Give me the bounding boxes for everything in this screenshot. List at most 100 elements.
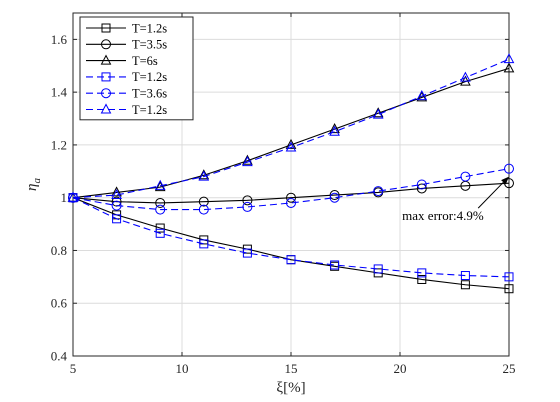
x-tick-label: 10: [176, 361, 189, 376]
data-point-triangle: [154, 181, 166, 192]
data-point-circle: [416, 179, 427, 190]
data-point-triangle: [67, 191, 79, 202]
y-tick-label: 0.6: [51, 296, 68, 311]
y-tick-label: 0.8: [51, 243, 67, 258]
series-line: [72, 67, 510, 199]
y-tick-label: 0.4: [51, 349, 68, 364]
data-point-square: [417, 268, 427, 278]
y-tick-label: 1.4: [51, 85, 68, 100]
legend-entry-6: T=1.2s: [86, 103, 167, 117]
data-point-circle: [329, 192, 340, 203]
legend-label: T=1.2s: [132, 70, 167, 84]
data-point-circle: [286, 197, 296, 208]
x-tick-label: 15: [285, 361, 298, 376]
data-point-triangle: [100, 103, 112, 114]
series-4: [68, 193, 514, 282]
data-point-square: [417, 274, 427, 284]
data-point-circle: [373, 186, 384, 197]
data-point-triangle: [329, 123, 340, 134]
data-point-square: [286, 255, 296, 265]
data-point-square: [155, 228, 165, 238]
data-point-circle: [101, 39, 111, 50]
data-point-triangle: [416, 90, 428, 101]
data-point-square: [504, 272, 514, 282]
legend-entry-2: T=3.5s: [86, 38, 167, 52]
data-point-triangle: [372, 107, 384, 118]
series-line: [72, 168, 510, 211]
data-point-triangle: [100, 54, 112, 65]
series-6: [67, 53, 515, 202]
data-point-triangle: [242, 156, 253, 167]
series-line: [72, 58, 510, 199]
series-line: [72, 197, 510, 278]
x-tick-label: 20: [394, 361, 407, 376]
data-point-circle: [416, 183, 427, 194]
data-point-circle: [155, 204, 166, 215]
data-point-square: [460, 271, 470, 281]
legend-label: T=1.2s: [132, 103, 167, 117]
data-point-triangle: [460, 71, 471, 82]
legend-box: [79, 16, 194, 121]
legend-label: T=3.5s: [132, 38, 167, 52]
y-axis-label-sub: a: [31, 178, 43, 184]
data-point-square: [242, 248, 252, 258]
legend-label: T=6s: [132, 54, 158, 68]
data-point-triangle: [285, 138, 297, 149]
annotation-arrow-line: [477, 178, 508, 209]
y-tick-label: 1.6: [51, 32, 68, 47]
data-point-square: [101, 72, 111, 82]
data-point-circle: [198, 196, 209, 207]
data-point-triangle: [198, 170, 210, 181]
data-point-circle: [155, 197, 166, 208]
data-point-circle: [286, 192, 296, 203]
y-axis-label: ηa: [24, 178, 43, 191]
legend-entry-1: T=1.2s: [86, 21, 167, 35]
annotation-text: max error:4.9%: [402, 208, 484, 223]
data-point-square: [330, 260, 340, 270]
legend: T=1.2s T=3.5s T=6s T=1.2s T=3.6s T=1.2s: [79, 16, 194, 121]
data-point-circle: [101, 88, 111, 99]
series-5: [68, 163, 514, 215]
data-point-square: [112, 214, 122, 224]
data-point-triangle: [503, 62, 515, 73]
y-tick-label: 1.2: [51, 137, 67, 152]
data-point-square: [504, 284, 514, 294]
legend-entry-5: T=3.6s: [86, 87, 167, 101]
data-point-square: [101, 23, 111, 33]
x-axis-label: ξ[%]: [276, 380, 305, 396]
data-point-triangle: [198, 169, 210, 180]
data-point-triangle: [503, 53, 515, 64]
data-point-square: [373, 264, 383, 274]
data-point-circle: [242, 201, 253, 212]
annotation-arrow-head: [501, 176, 509, 185]
legend-entry-3: T=6s: [86, 54, 158, 68]
series-line: [72, 197, 510, 290]
data-point-square: [460, 280, 470, 290]
data-point-square: [199, 239, 209, 249]
x-tick-label: 5: [70, 361, 77, 376]
legend-label: T=3.6s: [132, 87, 167, 101]
data-point-circle: [242, 195, 253, 206]
axis-ticks: 5 10 15 20 25 0.4 0.6 0.8 1 1.2 1.4 1.6: [51, 13, 516, 376]
legend-label: T=1.2s: [132, 21, 167, 35]
data-point-triangle: [154, 179, 166, 190]
data-point-triangle: [111, 188, 122, 200]
data-point-square: [155, 223, 165, 233]
data-point-triangle: [111, 186, 122, 197]
data-point-circle: [504, 163, 514, 174]
legend-entry-4: T=1.2s: [86, 70, 167, 84]
x-tick-label: 25: [503, 361, 516, 376]
data-point-circle: [329, 190, 340, 201]
y-axis-label-main: η: [24, 184, 40, 191]
annotations: max error:4.9%: [402, 176, 509, 223]
series-lines: [67, 53, 515, 294]
data-point-triangle: [372, 108, 384, 119]
y-tick-label: 1: [61, 190, 68, 205]
data-point-circle: [460, 171, 471, 182]
series-line: [72, 182, 510, 204]
data-point-circle: [198, 204, 209, 215]
data-point-triangle: [285, 141, 297, 152]
data-point-circle: [111, 200, 122, 211]
